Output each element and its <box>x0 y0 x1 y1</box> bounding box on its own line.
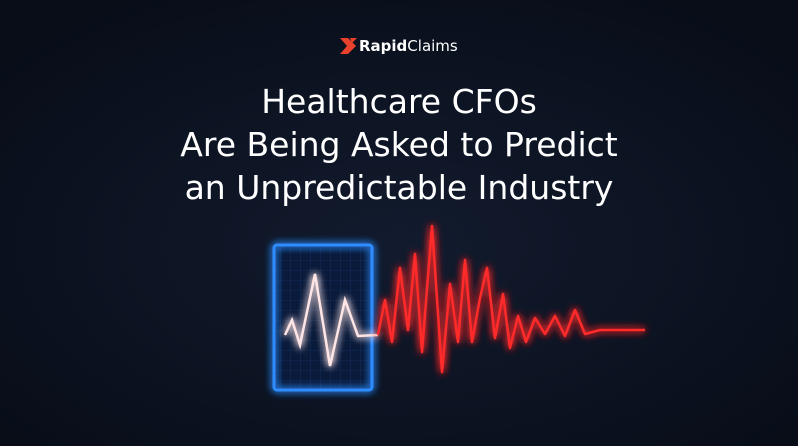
title-line: Are Being Asked to Predict <box>180 125 617 164</box>
title-line: an Unpredictable Industry <box>185 168 614 207</box>
chaotic-line <box>376 224 645 374</box>
pulse-line <box>283 273 379 367</box>
logo: RapidClaims <box>340 37 458 55</box>
logo-text: RapidClaims <box>359 37 458 55</box>
logo-regular: Claims <box>407 37 458 55</box>
logo-icon-accent <box>350 38 357 43</box>
box-border <box>272 243 374 392</box>
title-line: Healthcare CFOs <box>261 82 537 121</box>
logo-bold: Rapid <box>359 37 407 55</box>
